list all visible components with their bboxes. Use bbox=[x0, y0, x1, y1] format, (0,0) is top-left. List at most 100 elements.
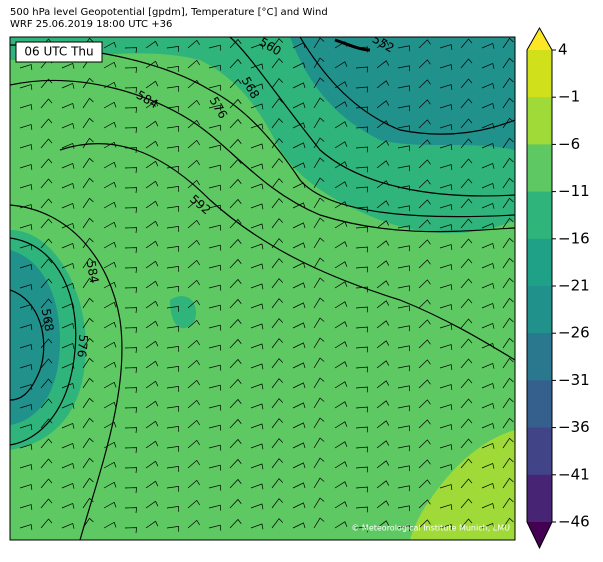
barb-stroke bbox=[271, 38, 284, 49]
wind-barb bbox=[103, 501, 117, 509]
contour-label: 584 bbox=[84, 259, 102, 284]
barb-stroke bbox=[334, 61, 348, 69]
barb-stroke bbox=[292, 342, 306, 349]
wind-barb bbox=[61, 442, 75, 449]
wind-barb bbox=[397, 345, 410, 352]
wind-barb bbox=[439, 144, 453, 150]
wind-barb bbox=[187, 419, 200, 429]
barb-stroke bbox=[292, 82, 306, 89]
wind-barb bbox=[40, 498, 53, 509]
barb-stroke bbox=[376, 100, 390, 109]
wind-barb bbox=[397, 125, 410, 132]
wind-barb bbox=[208, 344, 222, 351]
barb-stroke bbox=[355, 426, 368, 433]
barb-stroke bbox=[187, 319, 200, 329]
wind-barb bbox=[145, 520, 159, 529]
wind-barb bbox=[376, 140, 390, 149]
wind-barb bbox=[208, 324, 222, 331]
wind-barb bbox=[460, 198, 473, 209]
barb-stroke bbox=[145, 100, 159, 109]
wind-barb bbox=[61, 162, 75, 169]
barb-stroke bbox=[481, 62, 495, 69]
barb-stroke bbox=[124, 487, 138, 493]
wind-barb bbox=[82, 97, 94, 109]
barb-stroke bbox=[145, 300, 159, 309]
wind-barb bbox=[145, 420, 159, 429]
wind-barb bbox=[502, 137, 514, 149]
contour bbox=[299, 37, 515, 135]
wind-barb bbox=[271, 338, 284, 349]
barb-stroke bbox=[208, 464, 222, 471]
barb-stroke bbox=[439, 464, 453, 470]
wind-barb bbox=[292, 242, 306, 249]
barb-stroke bbox=[208, 64, 222, 71]
wind-barb bbox=[460, 418, 473, 429]
barb-stroke bbox=[334, 461, 348, 469]
barb-stroke bbox=[61, 62, 75, 69]
barb-stroke bbox=[166, 205, 179, 212]
barb-stroke bbox=[208, 424, 222, 431]
colorbar-segment bbox=[527, 286, 552, 334]
time-label: 06 UTC Thu bbox=[24, 45, 93, 59]
barb-stroke bbox=[229, 438, 242, 449]
barb-stroke bbox=[271, 218, 284, 229]
barb-stroke bbox=[334, 421, 348, 429]
wind-barb bbox=[166, 225, 179, 232]
barb-stroke bbox=[502, 417, 514, 429]
wind-barb bbox=[40, 138, 53, 149]
barb-stroke bbox=[397, 345, 410, 352]
wind-barb bbox=[187, 439, 200, 449]
wind-barb bbox=[103, 281, 117, 289]
colorbar-segment bbox=[527, 333, 552, 381]
barb-stroke bbox=[40, 398, 53, 409]
wind-barb bbox=[397, 325, 410, 332]
barb-stroke bbox=[166, 285, 179, 292]
wind-barb bbox=[460, 158, 473, 169]
wind-barb bbox=[124, 187, 138, 193]
barb-stroke bbox=[397, 485, 410, 492]
barb-stroke bbox=[313, 237, 325, 249]
wind-barb bbox=[124, 407, 138, 413]
wind-barb bbox=[502, 97, 514, 109]
wind-barb bbox=[397, 265, 410, 272]
wind-barb bbox=[103, 121, 117, 129]
wind-barb bbox=[166, 465, 179, 472]
wind-barb bbox=[292, 302, 306, 309]
wind-barb bbox=[292, 482, 306, 489]
barb-stroke bbox=[187, 479, 200, 489]
wind-barb bbox=[208, 224, 222, 231]
wind-barb bbox=[502, 317, 514, 329]
wind-barb bbox=[502, 297, 514, 309]
barb-stroke bbox=[40, 278, 53, 289]
barb-stroke bbox=[313, 337, 325, 349]
barb-stroke bbox=[40, 298, 53, 309]
barb-stroke bbox=[460, 318, 473, 329]
contour bbox=[10, 79, 515, 233]
barb-stroke bbox=[460, 278, 473, 289]
barb-stroke bbox=[19, 204, 33, 210]
wind-barb bbox=[397, 105, 410, 112]
wind-barb bbox=[250, 423, 264, 430]
wind-barb bbox=[481, 222, 495, 229]
barb-stroke bbox=[124, 527, 138, 533]
wind-barb bbox=[271, 498, 284, 509]
wind-barb bbox=[124, 447, 138, 453]
barb-stroke bbox=[103, 141, 117, 149]
barb-stroke bbox=[271, 238, 284, 249]
wind-barb bbox=[166, 125, 179, 132]
barb-stroke bbox=[208, 144, 222, 151]
wind-barb bbox=[355, 526, 368, 533]
barb-stroke bbox=[271, 498, 284, 509]
barb-stroke bbox=[40, 478, 53, 489]
barb-stroke bbox=[103, 401, 117, 409]
wind-barb bbox=[313, 77, 325, 89]
wind-barb bbox=[292, 122, 306, 129]
barb-stroke bbox=[166, 465, 179, 472]
wind-barb bbox=[229, 78, 242, 89]
wind-barb bbox=[61, 362, 75, 369]
barb-stroke bbox=[460, 78, 473, 89]
wind-barb bbox=[460, 118, 473, 129]
barb-stroke bbox=[439, 44, 453, 50]
wind-barb bbox=[61, 242, 75, 249]
wind-barb bbox=[481, 162, 495, 169]
